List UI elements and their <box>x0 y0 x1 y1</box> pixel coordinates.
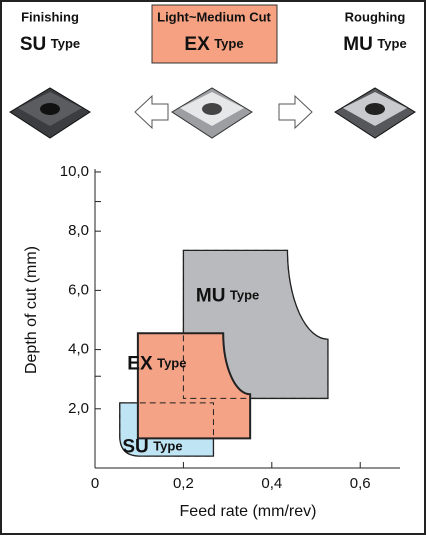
card-caption: Finishing <box>21 9 79 24</box>
y-tick-label: 8,0 <box>68 222 89 239</box>
y-axis-title: Depth of cut (mm) <box>23 246 40 374</box>
y-tick-label: 6,0 <box>68 281 89 298</box>
region-name: MU <box>196 285 226 306</box>
card-title: MU Type <box>343 34 406 55</box>
y-tick-label: 4,0 <box>68 341 89 358</box>
card-label: MU <box>343 34 373 55</box>
region-hidden-edge <box>182 249 329 399</box>
card-sub: Type <box>51 36 80 51</box>
card-caption: Roughing <box>345 9 406 24</box>
arrow-right <box>278 94 313 130</box>
region-label: MU Type <box>196 285 259 306</box>
region-sub: Type <box>153 439 182 454</box>
insert-ex <box>171 87 253 139</box>
card-title: SU Type <box>20 34 80 55</box>
region-sub: Type <box>157 356 186 371</box>
x-tick-label: 0,2 <box>173 475 194 492</box>
region-name: EX <box>127 353 153 374</box>
region-hidden-edge <box>119 402 214 457</box>
card-title: EX Type <box>184 34 243 55</box>
region-label: SU Type <box>122 436 182 457</box>
x-tick-label: 0,4 <box>261 475 282 492</box>
y-tick-label: 2,0 <box>68 400 89 417</box>
insert-mu <box>334 87 416 139</box>
card-label: EX <box>184 34 210 55</box>
x-tick-label: 0,6 <box>350 475 371 492</box>
card-sub: Type <box>214 36 243 51</box>
card-label: SU <box>20 34 46 55</box>
card-caption: Light~Medium Cut <box>157 9 271 24</box>
region <box>136 332 252 440</box>
region-label: EX Type <box>127 353 186 374</box>
x-tick-label: 0 <box>91 475 99 492</box>
region-sub: Type <box>230 288 259 303</box>
insert-su <box>9 87 91 139</box>
x-axis-title: Feed rate (mm/rev) <box>180 503 317 520</box>
card-sub: Type <box>377 36 406 51</box>
y-tick-label: 10,0 <box>60 163 89 180</box>
arrow-left <box>134 94 169 130</box>
region-name: SU <box>122 436 148 457</box>
ex-header-box <box>151 4 278 64</box>
